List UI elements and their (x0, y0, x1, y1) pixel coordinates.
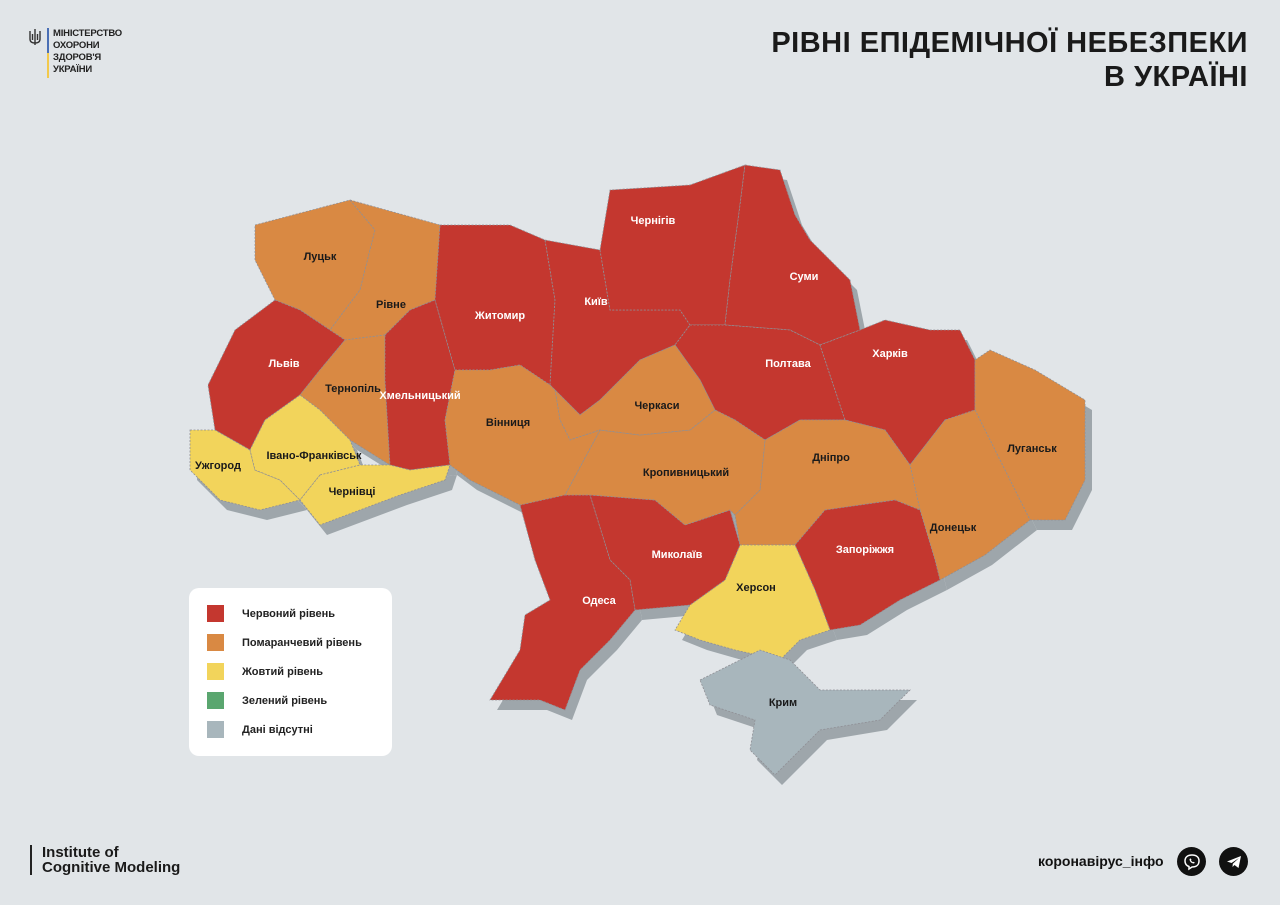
region-label-ivano-frankivsk: Івано-Франківськ (266, 450, 362, 462)
region-label-crimea: Крим (769, 697, 797, 709)
institute-logo: Institute of Cognitive Modeling (30, 845, 180, 875)
region-label-vinnytsia: Вінниця (486, 417, 530, 429)
region-label-kherson: Херсон (736, 582, 776, 594)
region-label-kharkiv: Харків (872, 348, 908, 360)
legend-item-green: Зелений рівень (207, 692, 327, 709)
region-label-dnipro: Дніпро (812, 452, 850, 464)
region-label-poltava: Полтава (765, 358, 811, 370)
region-label-sumy: Суми (790, 271, 819, 283)
legend-label: Помаранчевий рівень (242, 636, 362, 649)
title-line-2: В УКРАЇНІ (1104, 61, 1248, 93)
region-vinnytsia[interactable] (444, 364, 601, 506)
site-link[interactable]: коронавірус_інфо (1038, 853, 1164, 869)
region-label-donetsk: Донецьк (930, 522, 977, 534)
legend-swatch (207, 663, 224, 680)
region-chernivtsi[interactable] (299, 464, 451, 526)
region-kirovohrad[interactable] (564, 409, 766, 526)
legend-label: Червоний рівень (242, 607, 336, 620)
title-line-1: РІВНІ ЕПІДЕМІЧНОЇ НЕБЕЗПЕКИ (771, 27, 1248, 59)
legend-label: Жовтий рівень (242, 665, 324, 678)
legend-item-red: Червоний рівень (207, 605, 335, 622)
region-label-zhytomyr: Житомир (474, 310, 525, 322)
region-label-lviv: Львів (268, 358, 299, 370)
region-label-chernihiv: Чернігів (631, 215, 676, 227)
region-label-rivne: Рівне (376, 299, 406, 311)
page-title: РІВНІ ЕПІДЕМІЧНОЇ НЕБЕЗПЕКИ В УКРАЇНІ (771, 26, 1248, 94)
viber-icon[interactable] (1177, 847, 1206, 876)
region-ivano-frankivsk[interactable] (249, 394, 361, 501)
region-odesa[interactable] (489, 494, 636, 711)
legend-item-yellow: Жовтий рівень (207, 663, 323, 680)
region-label-luhansk: Луганськ (1007, 443, 1057, 455)
legend: Червоний рівень Помаранчевий рівень Жовтий… (189, 588, 392, 756)
legend-label: Дані відсутні (242, 723, 313, 736)
legend-swatch (207, 721, 224, 738)
telegram-icon[interactable] (1219, 847, 1248, 876)
region-zhytomyr[interactable] (434, 224, 556, 386)
trident-icon (29, 29, 41, 45)
region-label-ternopil: Тернопіль (325, 383, 381, 395)
region-label-kirovohrad: Кропивницький (643, 467, 729, 479)
region-kherson[interactable] (674, 544, 831, 661)
region-sumy[interactable] (724, 164, 861, 346)
region-label-mykolaiv: Миколаїв (652, 549, 703, 561)
region-crimea[interactable] (699, 649, 911, 776)
legend-swatch (207, 692, 224, 709)
region-label-kyiv: Київ (584, 296, 608, 308)
legend-item-orange: Помаранчевий рівень (207, 634, 362, 651)
region-label-odesa: Одеса (582, 595, 616, 607)
ministry-name: МІНІСТЕРСТВО ОХОРОНИ ЗДОРОВ'Я УКРАЇНИ (53, 28, 122, 75)
region-lviv[interactable] (207, 299, 346, 451)
legend-item-gray: Дані відсутні (207, 721, 313, 738)
legend-label: Зелений рівень (242, 694, 328, 707)
region-label-volyn: Луцьк (304, 251, 337, 263)
region-label-chernivtsi: Чернівці (329, 486, 376, 498)
legend-swatch (207, 634, 224, 651)
legend-swatch (207, 605, 224, 622)
region-label-zakarpattia: Ужгород (195, 460, 241, 472)
region-chernihiv[interactable] (599, 164, 746, 326)
ministry-logo: МІНІСТЕРСТВО ОХОРОНИ ЗДОРОВ'Я УКРАЇНИ (28, 28, 123, 78)
region-khmelnytskyi[interactable] (384, 299, 456, 471)
region-label-cherkasy: Черкаси (634, 400, 679, 412)
logo-divider (47, 28, 49, 78)
region-label-zaporizhzhia: Запоріжжя (836, 544, 894, 556)
region-label-khmelnytskyi: Хмельницький (379, 390, 460, 402)
